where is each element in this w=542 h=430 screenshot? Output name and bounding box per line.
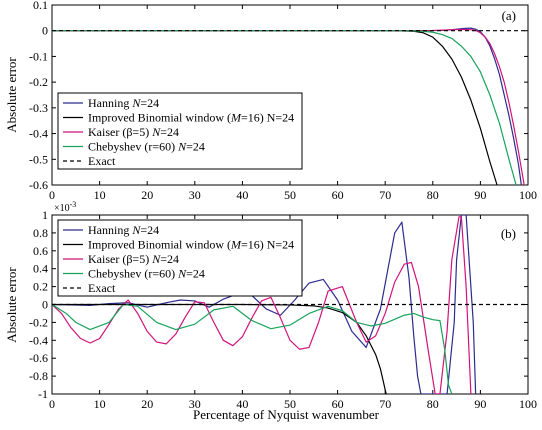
legend-text-italic: N — [151, 252, 161, 266]
legend-text-italic: M — [230, 238, 242, 252]
legend-text: Chebyshev (r=60) — [88, 267, 178, 281]
legend-text: Kaiser (β=5) — [88, 252, 152, 266]
legend-box — [57, 92, 303, 170]
legend-text: =24 — [186, 140, 205, 154]
x-tick-label: 0 — [49, 397, 55, 411]
legend-entry: Hanning N=24 — [88, 223, 159, 237]
legend-text: Kaiser (β=5) — [88, 125, 152, 139]
x-tick-label: 90 — [474, 188, 486, 202]
legend-text: Hanning — [88, 96, 132, 110]
x-tick-label: 80 — [427, 188, 439, 202]
y-tick-label: -1 — [38, 387, 48, 401]
y-tick-label: -0.2 — [29, 75, 48, 89]
legend-entry: Hanning N=24 — [88, 96, 159, 110]
y-tick-label: 0.4 — [33, 262, 48, 276]
legend-text: =24 — [186, 267, 205, 281]
y-tick-label: 0.2 — [33, 280, 48, 294]
legend-text: Improved Binomial window ( — [88, 111, 231, 125]
x-tick-label: 100 — [519, 188, 537, 202]
y-tick-label: 0.1 — [33, 0, 48, 12]
y-tick-label: -0.5 — [29, 152, 48, 166]
legend-entry: Kaiser (β=5) N=24 — [88, 252, 179, 266]
y-tick-label: 0 — [42, 298, 48, 312]
legend-text: =16) N=24 — [241, 111, 294, 125]
legend-entry: Exact — [88, 154, 116, 168]
legend-text-italic: N — [177, 267, 187, 281]
legend-text-italic: M — [230, 111, 242, 125]
legend-text-italic: N — [177, 140, 187, 154]
x-tick-label: 10 — [94, 188, 106, 202]
x-tick-label: 10 — [94, 397, 106, 411]
y-exponent-power: -3 — [70, 200, 77, 209]
y-exponent-label: ×10-3 — [54, 200, 76, 214]
y-tick-label: 0 — [42, 24, 48, 38]
legend-text: Chebyshev (r=60) — [88, 140, 178, 154]
y-tick-label: 1 — [42, 208, 48, 222]
legend-text-italic: N — [131, 96, 141, 110]
x-tick-label: 50 — [284, 188, 296, 202]
y-tick-label: -0.6 — [29, 178, 48, 192]
y-axis-label: Absolute error — [4, 57, 19, 133]
y-tick-label: -0.4 — [29, 127, 48, 141]
legend-entry: Exact — [88, 281, 116, 295]
legend-text: =24 — [160, 252, 179, 266]
series-line — [52, 28, 525, 185]
legend-entry: Improved Binomial window (M=16) N=24 — [88, 111, 294, 125]
legend-text-italic: N — [131, 223, 141, 237]
x-tick-label: 40 — [236, 397, 248, 411]
y-tick-label: 0.8 — [33, 226, 48, 240]
legend-text: Exact — [88, 281, 116, 295]
x-tick-label: 0 — [49, 188, 55, 202]
legend-text-italic: N — [151, 125, 161, 139]
x-tick-label: 60 — [332, 397, 344, 411]
x-tick-label: 60 — [332, 188, 344, 202]
y-tick-label: -0.6 — [29, 351, 48, 365]
series-group — [52, 27, 528, 185]
x-tick-label: 70 — [379, 397, 391, 411]
x-axis-label: Percentage of Nyquist wavenumber — [193, 407, 380, 422]
legend-text: Hanning — [88, 223, 132, 237]
x-tick-label: 30 — [189, 188, 201, 202]
y-tick-label: -0.4 — [29, 333, 48, 347]
legend-entry: Improved Binomial window (M=16) N=24 — [88, 238, 294, 252]
panel-label: (b) — [501, 226, 516, 241]
x-tick-label: 70 — [379, 188, 391, 202]
legend-text: =24 — [140, 223, 159, 237]
x-tick-label: 40 — [236, 188, 248, 202]
legend-entry: Chebyshev (r=60) N=24 — [88, 140, 205, 154]
legend-entry: Kaiser (β=5) N=24 — [88, 125, 179, 139]
y-tick-label: -0.3 — [29, 101, 48, 115]
legend-text: =16) N=24 — [241, 238, 294, 252]
legend-box — [57, 219, 303, 297]
x-tick-label: 90 — [474, 397, 486, 411]
series-group — [52, 215, 528, 394]
series-line — [52, 216, 472, 394]
x-tick-label: 50 — [284, 397, 296, 411]
x-tick-label: 100 — [519, 397, 537, 411]
y-tick-label: -0.8 — [29, 369, 48, 383]
legend-text: Exact — [88, 154, 116, 168]
x-tick-label: 20 — [141, 188, 153, 202]
y-axis-label: Absolute error — [4, 267, 19, 343]
y-tick-label: -0.2 — [29, 315, 48, 329]
legend-text: Improved Binomial window ( — [88, 238, 231, 252]
panel-b: 0 10 20 30 40 50 60 70 80 90 100 1 0.8 0.6 0.4 0.2 0 -0.2… — [4, 200, 537, 411]
x-tick-label: 30 — [189, 397, 201, 411]
panel-label: (a) — [502, 8, 516, 23]
legend-text: =24 — [160, 125, 179, 139]
legend-entry: Chebyshev (r=60) N=24 — [88, 267, 205, 281]
series-line — [52, 303, 387, 394]
panel-a: 0 10 20 30 40 50 60 70 80 90 100 0.1 0 -0.1 -0.2 -0.3 -0… — [4, 0, 537, 202]
x-tick-label: 20 — [141, 397, 153, 411]
x-tick-label: 80 — [427, 397, 439, 411]
y-tick-label: 0.6 — [33, 244, 48, 258]
series-line — [52, 303, 453, 394]
legend-text: =24 — [140, 96, 159, 110]
y-tick-label: -0.1 — [29, 49, 48, 63]
